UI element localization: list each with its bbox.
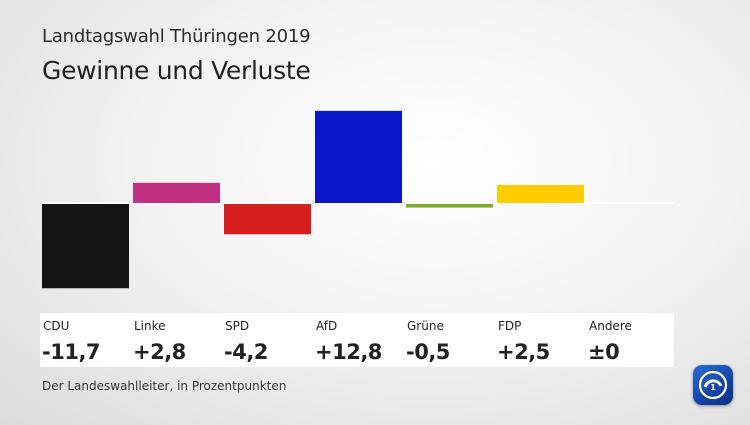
party-label-spd: SPD <box>225 319 250 333</box>
value-label-cdu: -11,7 <box>42 340 101 364</box>
value-label-afd: +12,8 <box>315 340 382 364</box>
value-label-linke: +2,8 <box>133 340 186 364</box>
value-label-andere: ±0 <box>588 340 620 364</box>
bar-cdu <box>42 204 129 289</box>
ard-logo-icon: 1 <box>693 365 733 405</box>
bar-gruene <box>406 204 493 208</box>
source-note: Der Landeswahlleiter, in Prozentpunkten <box>42 379 287 393</box>
value-label-fdp: +2,5 <box>497 340 550 364</box>
result-spd: SPD -4,2 <box>222 313 312 367</box>
results-table: CDU -11,7 Linke +2,8 SPD -4,2 AfD +12,8 … <box>40 313 674 367</box>
bar-linke <box>133 182 220 203</box>
bar-spd <box>224 204 311 235</box>
bar-afd <box>315 110 402 203</box>
party-label-gruene: Grüne <box>407 319 444 333</box>
result-fdp: FDP +2,5 <box>495 313 585 367</box>
value-label-gruene: -0,5 <box>406 340 450 364</box>
chart-title: Gewinne und Verluste <box>42 56 311 85</box>
result-linke: Linke +2,8 <box>131 313 221 367</box>
result-gruene: Grüne -0,5 <box>404 313 494 367</box>
party-label-linke: Linke <box>134 319 166 333</box>
party-label-fdp: FDP <box>498 319 522 333</box>
party-label-cdu: CDU <box>43 319 70 333</box>
bar-fdp <box>497 185 584 203</box>
value-label-spd: -4,2 <box>224 340 268 364</box>
party-label-andere: Andere <box>589 319 632 333</box>
svg-text:1: 1 <box>710 383 716 392</box>
bar-chart <box>42 110 584 289</box>
result-afd: AfD +12,8 <box>313 313 403 367</box>
result-cdu: CDU -11,7 <box>40 313 130 367</box>
result-andere: Andere ±0 <box>586 313 674 367</box>
party-label-afd: AfD <box>316 319 338 333</box>
chart-supertitle: Landtagswahl Thüringen 2019 <box>42 26 311 47</box>
